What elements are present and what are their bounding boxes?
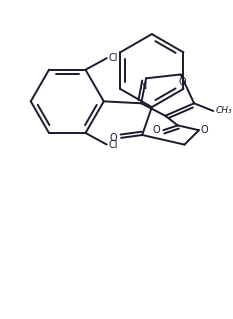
Text: O: O bbox=[153, 125, 161, 135]
Text: CH₃: CH₃ bbox=[215, 107, 232, 115]
Text: O: O bbox=[110, 133, 117, 143]
Text: N: N bbox=[140, 81, 148, 91]
Text: Cl: Cl bbox=[109, 139, 118, 150]
Text: O: O bbox=[179, 77, 186, 87]
Text: O: O bbox=[201, 125, 209, 135]
Text: Cl: Cl bbox=[109, 53, 118, 63]
